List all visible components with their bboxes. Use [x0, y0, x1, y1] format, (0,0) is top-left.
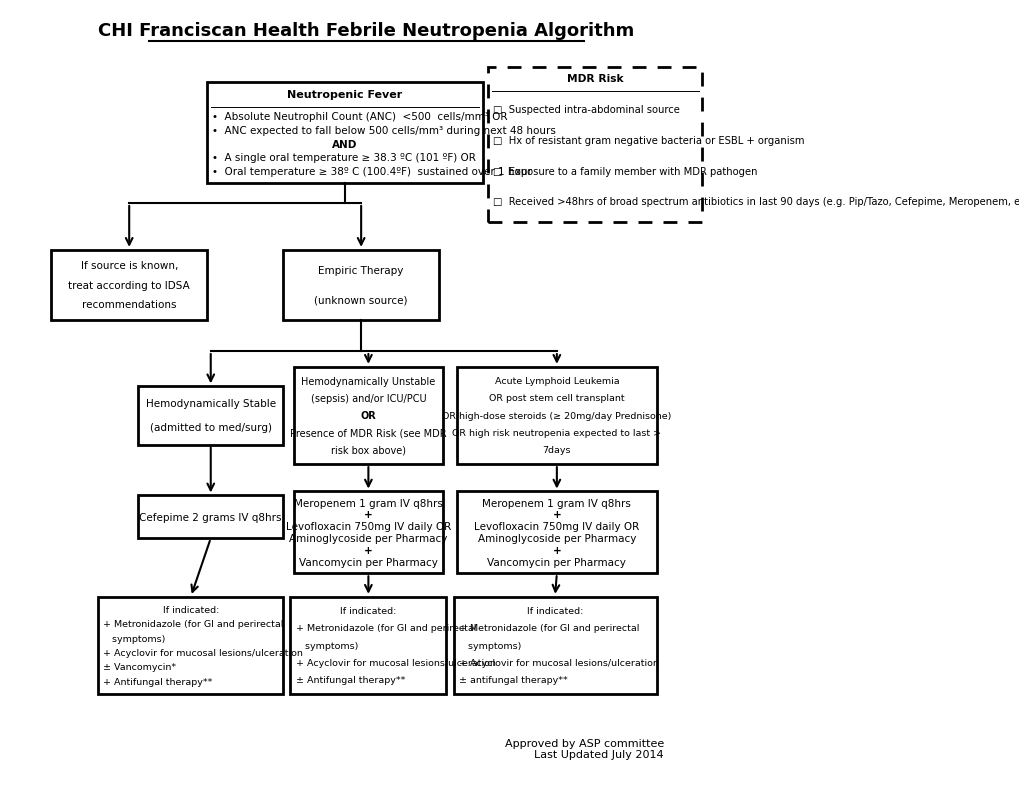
Text: + Acyclovir for mucosal lesions/ulceration: + Acyclovir for mucosal lesions/ulcerati…: [296, 659, 495, 668]
FancyBboxPatch shape: [283, 250, 438, 320]
Text: +: +: [552, 546, 560, 556]
Text: CHI Franciscan Health Febrile Neutropenia Algorithm: CHI Franciscan Health Febrile Neutropeni…: [99, 22, 634, 40]
FancyBboxPatch shape: [488, 66, 701, 222]
Text: If indicated:: If indicated:: [340, 607, 396, 616]
Text: MDR Risk: MDR Risk: [567, 74, 623, 84]
Text: +: +: [552, 511, 560, 520]
Text: ± Vancomycin*: ± Vancomycin*: [103, 663, 176, 672]
Text: + Metronidazole (for GI and perirectal: + Metronidazole (for GI and perirectal: [459, 624, 638, 634]
Text: +: +: [364, 546, 372, 556]
FancyBboxPatch shape: [139, 496, 283, 538]
Text: Hemodynamically Unstable: Hemodynamically Unstable: [301, 377, 435, 387]
FancyBboxPatch shape: [98, 597, 283, 694]
Text: (admitted to med/surg): (admitted to med/surg): [150, 423, 271, 433]
Text: Aminoglycoside per Pharmacy: Aminoglycoside per Pharmacy: [289, 534, 447, 544]
FancyBboxPatch shape: [457, 366, 656, 464]
Text: □  Received >48hrs of broad spectrum antibiotics in last 90 days (e.g. Pip/Tazo,: □ Received >48hrs of broad spectrum anti…: [493, 198, 1019, 207]
Text: treat according to IDSA: treat according to IDSA: [68, 281, 190, 291]
FancyBboxPatch shape: [51, 250, 207, 320]
Text: OR post stem cell transplant: OR post stem cell transplant: [488, 395, 624, 403]
Text: 7days: 7days: [542, 446, 571, 455]
Text: If source is known,: If source is known,: [81, 261, 177, 271]
Text: Levofloxacin 750mg IV daily OR: Levofloxacin 750mg IV daily OR: [285, 522, 450, 532]
Text: symptoms): symptoms): [296, 641, 358, 651]
Text: symptoms): symptoms): [459, 641, 521, 651]
Text: Vancomycin per Pharmacy: Vancomycin per Pharmacy: [299, 558, 437, 567]
Text: Neutropenic Fever: Neutropenic Fever: [287, 90, 403, 100]
Text: + Metronidazole (for GI and perirectal: + Metronidazole (for GI and perirectal: [296, 624, 476, 634]
Text: □  Suspected intra-abdominal source: □ Suspected intra-abdominal source: [493, 105, 680, 115]
Text: (unknown source): (unknown source): [314, 296, 408, 306]
Text: ± Antifungal therapy**: ± Antifungal therapy**: [296, 676, 405, 686]
Text: (sepsis) and/or ICU/PCU: (sepsis) and/or ICU/PCU: [310, 394, 426, 404]
Text: OR high risk neutropenia expected to last >: OR high risk neutropenia expected to las…: [451, 429, 660, 438]
FancyBboxPatch shape: [207, 82, 482, 184]
Text: Cefepime 2 grams IV q8hrs: Cefepime 2 grams IV q8hrs: [140, 512, 281, 522]
FancyBboxPatch shape: [293, 492, 442, 574]
Text: OR: OR: [360, 411, 376, 422]
Text: risk box above): risk box above): [330, 446, 406, 455]
Text: AND: AND: [332, 139, 358, 150]
FancyBboxPatch shape: [290, 597, 446, 694]
Text: OR high-dose steroids (≥ 20mg/day Prednisone): OR high-dose steroids (≥ 20mg/day Predni…: [441, 411, 671, 421]
Text: Approved by ASP committee
Last Updated July 2014: Approved by ASP committee Last Updated J…: [504, 739, 663, 760]
Text: If indicated:: If indicated:: [162, 606, 219, 615]
Text: Empiric Therapy: Empiric Therapy: [318, 266, 404, 276]
Text: □  Hx of resistant gram negative bacteria or ESBL + organism: □ Hx of resistant gram negative bacteria…: [493, 136, 804, 146]
FancyBboxPatch shape: [139, 386, 283, 444]
Text: + Acyclovir for mucosal lesions/ulceration: + Acyclovir for mucosal lesions/ulcerati…: [103, 649, 303, 658]
Text: Vancomycin per Pharmacy: Vancomycin per Pharmacy: [487, 558, 626, 567]
Text: ± antifungal therapy**: ± antifungal therapy**: [459, 676, 567, 686]
Text: Hemodynamically Stable: Hemodynamically Stable: [146, 400, 275, 409]
Text: + Antifungal therapy**: + Antifungal therapy**: [103, 678, 213, 687]
Text: •  ANC expected to fall below 500 cells/mm³ during next 48 hours: • ANC expected to fall below 500 cells/m…: [212, 126, 555, 136]
Text: + Metronidazole (for GI and perirectal: + Metronidazole (for GI and perirectal: [103, 620, 283, 629]
Text: •  Oral temperature ≥ 38º C (100.4ºF)  sustained over 1 hour: • Oral temperature ≥ 38º C (100.4ºF) sus…: [212, 167, 532, 177]
Text: •  A single oral temperature ≥ 38.3 ºC (101 ºF) OR: • A single oral temperature ≥ 38.3 ºC (1…: [212, 153, 476, 163]
FancyBboxPatch shape: [457, 492, 656, 574]
FancyBboxPatch shape: [453, 597, 656, 694]
Text: •  Absolute Neutrophil Count (ANC)  <500  cells/mm³ OR: • Absolute Neutrophil Count (ANC) <500 c…: [212, 112, 507, 122]
Text: +: +: [364, 511, 372, 520]
Text: Meropenem 1 gram IV q8hrs: Meropenem 1 gram IV q8hrs: [293, 499, 442, 508]
Text: Acute Lymphoid Leukemia: Acute Lymphoid Leukemia: [494, 377, 619, 386]
Text: symptoms): symptoms): [103, 634, 166, 644]
Text: + Acyclovir for mucosal lesions/ulceration: + Acyclovir for mucosal lesions/ulcerati…: [459, 659, 658, 668]
Text: Levofloxacin 750mg IV daily OR: Levofloxacin 750mg IV daily OR: [474, 522, 639, 532]
Text: Aminoglycoside per Pharmacy: Aminoglycoside per Pharmacy: [477, 534, 636, 544]
Text: □  Exposure to a family member with MDR pathogen: □ Exposure to a family member with MDR p…: [493, 166, 757, 177]
Text: If indicated:: If indicated:: [527, 607, 583, 616]
FancyBboxPatch shape: [293, 366, 442, 464]
Text: Meropenem 1 gram IV q8hrs: Meropenem 1 gram IV q8hrs: [482, 499, 631, 508]
Text: Presence of MDR Risk (see MDR: Presence of MDR Risk (see MDR: [289, 429, 446, 439]
Text: recommendations: recommendations: [82, 300, 176, 310]
